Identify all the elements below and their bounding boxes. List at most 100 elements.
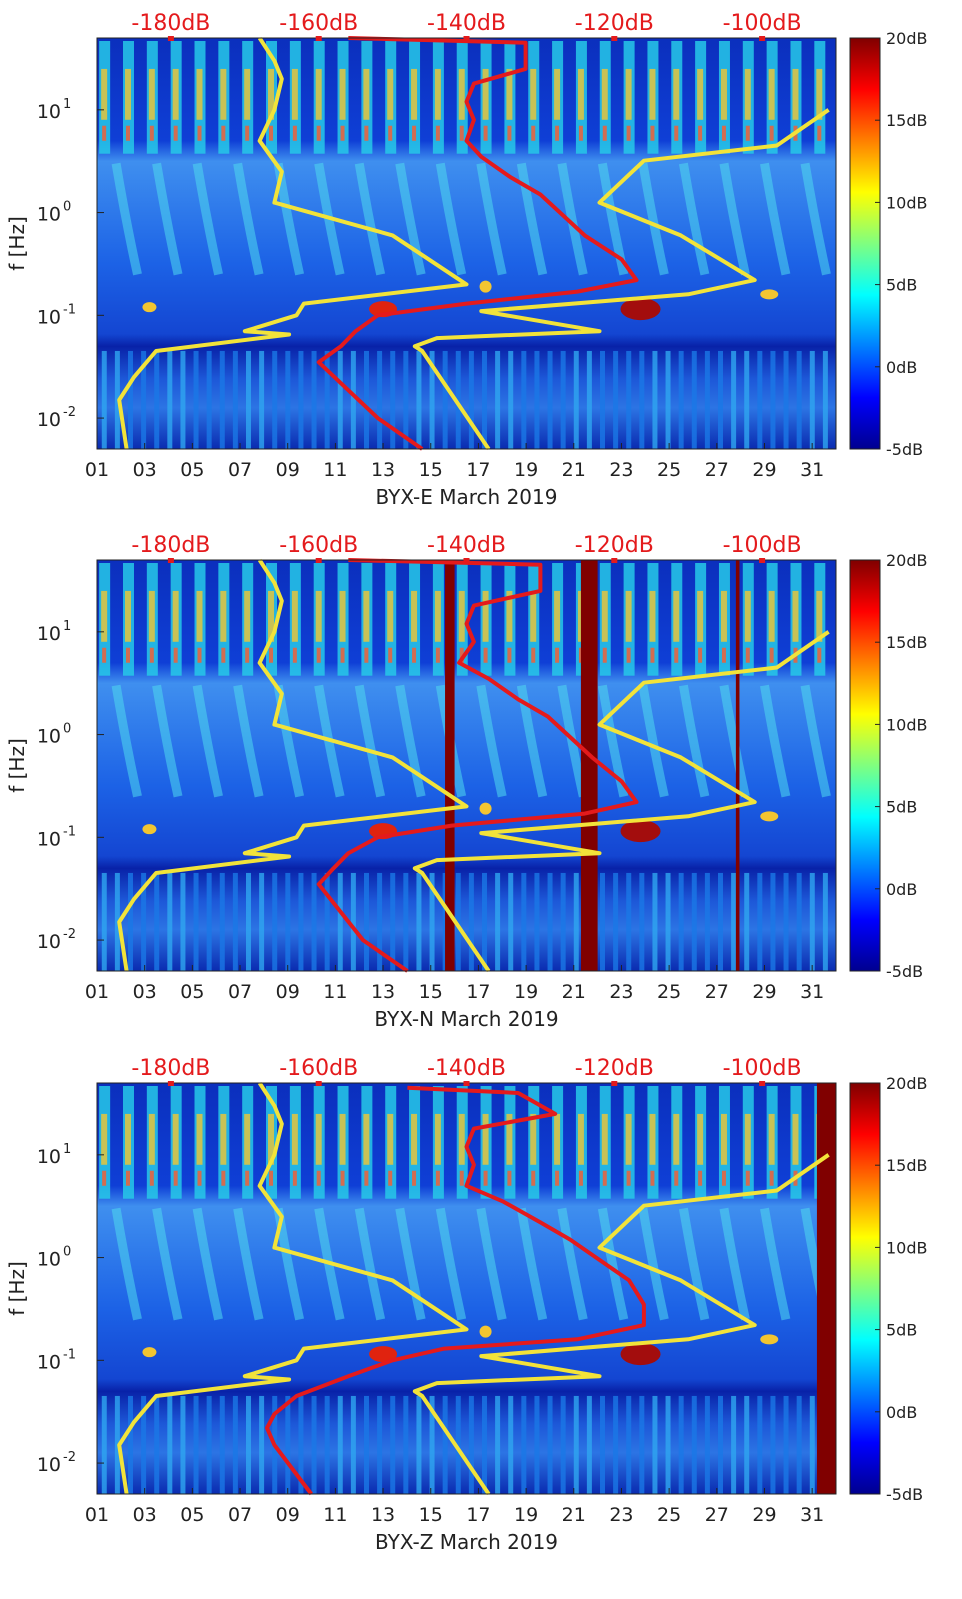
x-tick-label: 01 (85, 981, 109, 1003)
daytime-stripe-peak (578, 125, 583, 141)
daytime-stripe-peak (674, 647, 679, 663)
low-frequency-bar (468, 872, 474, 971)
x-tick-label: 03 (133, 981, 157, 1003)
daytime-stripe-peak (125, 647, 130, 663)
y-tick-exponent: -1 (63, 1347, 76, 1362)
low-frequency-bar (796, 1395, 802, 1494)
low-frequency-bar (783, 872, 789, 971)
microseism-streak (719, 162, 750, 276)
colorbar-label: 5dB (886, 798, 917, 817)
microseism-streak (516, 1207, 548, 1321)
daytime-stripe-peak (364, 125, 369, 141)
low-frequency-bar (599, 1395, 605, 1494)
daytime-stripe-core (601, 1113, 608, 1165)
low-frequency-bar (101, 872, 107, 971)
daytime-stripe-peak (316, 1170, 321, 1186)
low-frequency-bar (508, 872, 514, 971)
daytime-stripe-core (363, 590, 370, 642)
microseism-event (760, 1334, 779, 1345)
low-frequency-bar (390, 872, 396, 971)
daytime-stripe-core (744, 590, 751, 642)
top-db-label: -100dB (723, 533, 802, 558)
microseism-streak (314, 162, 345, 276)
daytime-stripe-peak (173, 125, 178, 141)
low-frequency-bar (691, 1395, 697, 1494)
daytime-stripe-core (768, 1113, 775, 1165)
daytime-stripe-core (530, 590, 537, 642)
daytime-stripe-peak (483, 125, 488, 141)
colorbar-label: 10dB (886, 715, 928, 734)
x-tick-label: 11 (323, 981, 347, 1003)
daytime-stripe-core (220, 590, 227, 642)
low-frequency-bar (377, 1395, 383, 1494)
y-tick-exponent: 1 (63, 619, 71, 634)
daytime-stripe-peak (221, 647, 226, 663)
daytime-stripe-core (816, 68, 823, 120)
low-frequency-bar (245, 350, 251, 449)
top-tick (611, 558, 618, 563)
low-frequency-bar (390, 1395, 396, 1494)
low-frequency-bar (586, 350, 592, 449)
y-tick-exponent: -2 (63, 1450, 76, 1465)
top-tick (463, 1081, 470, 1086)
low-frequency-bar (613, 1395, 619, 1494)
y-axis-label: f [Hz] (5, 216, 29, 271)
daytime-stripe-core (673, 590, 680, 642)
low-frequency-bar (101, 1395, 107, 1494)
top-db-label: -120dB (575, 1056, 654, 1081)
daytime-stripe-peak (388, 125, 393, 141)
daytime-stripe-core (482, 1113, 489, 1165)
low-noise-model-line (117, 1081, 469, 1495)
low-frequency-bar (560, 872, 566, 971)
low-frequency-bar (324, 1395, 330, 1494)
x-tick-label: 27 (705, 981, 729, 1003)
microseism-event (142, 824, 157, 835)
daytime-stripe-peak (149, 1170, 154, 1186)
y-tick-exponent: 0 (63, 722, 71, 737)
low-frequency-bar (521, 872, 527, 971)
daytime-stripe-core (148, 1113, 155, 1165)
x-axis-label: BYX-N March 2019 (374, 1007, 558, 1031)
daytime-stripe-core (387, 590, 394, 642)
daytime-stripe-core (291, 68, 298, 120)
daytime-stripe-peak (173, 1170, 178, 1186)
daytime-stripe-core (649, 1113, 656, 1165)
daytime-stripe-core (339, 590, 346, 642)
low-frequency-bar (599, 350, 605, 449)
x-tick-label: 07 (228, 459, 252, 481)
daytime-stripe-core (387, 1113, 394, 1165)
top-tick (463, 558, 470, 563)
x-tick-label: 09 (276, 981, 300, 1003)
microseism-event (760, 289, 779, 300)
daytime-stripe-peak (149, 125, 154, 141)
low-frequency-bar (691, 350, 697, 449)
low-frequency-bar (429, 872, 435, 971)
top-db-label: -120dB (575, 533, 654, 558)
daytime-stripe-peak (269, 1170, 274, 1186)
daytime-stripe-core (220, 68, 227, 120)
daytime-stripe-peak (769, 125, 774, 141)
daytime-stripe-peak (698, 125, 703, 141)
top-tick (167, 36, 174, 41)
x-tick-label: 19 (514, 981, 538, 1003)
top-db-label: -120dB (575, 11, 654, 36)
daytime-stripe-core (124, 68, 131, 120)
top-db-label: -140dB (427, 533, 506, 558)
low-frequency-bar (613, 350, 619, 449)
daytime-stripe-core (720, 590, 727, 642)
x-tick-label: 23 (609, 981, 633, 1003)
daytime-stripe-peak (602, 125, 607, 141)
daytime-stripe-core (816, 590, 823, 642)
y-tick-label: 10 (37, 623, 61, 645)
low-frequency-bar (809, 350, 815, 449)
daytime-stripe-core (411, 1113, 418, 1165)
microseism-streak (800, 162, 831, 276)
daytime-stripe-peak (316, 647, 321, 663)
daytime-stripe-core (720, 68, 727, 120)
daytime-stripe-core (172, 590, 179, 642)
low-frequency-bar (232, 872, 238, 971)
top-db-label: -180dB (131, 11, 210, 36)
colorbar-label: 10dB (886, 1238, 928, 1257)
daytime-stripe-core (625, 590, 632, 642)
